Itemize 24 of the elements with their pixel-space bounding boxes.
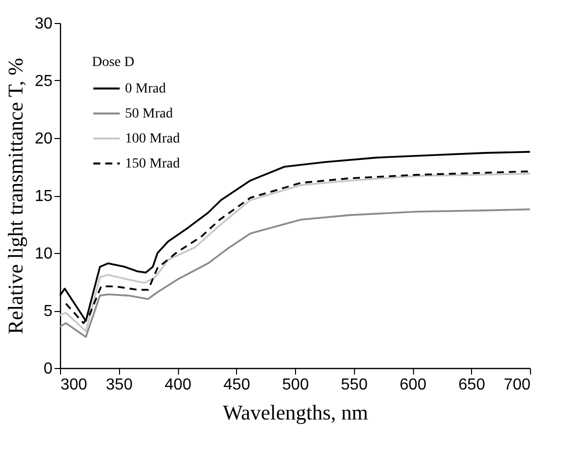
x-tick-label: 300 bbox=[60, 376, 88, 394]
y-tick-label: 20 bbox=[34, 130, 53, 148]
y-tick-label: 10 bbox=[34, 246, 53, 262]
legend-label: 50 Mrad bbox=[125, 106, 173, 122]
x-tick-label: 550 bbox=[340, 376, 368, 394]
x-tick-label: 450 bbox=[223, 376, 250, 394]
legend-label: 150 Mrad bbox=[125, 156, 180, 172]
x-tick-label: 650 bbox=[458, 376, 486, 394]
x-tick-label: 500 bbox=[282, 376, 309, 394]
x-tick-label: 600 bbox=[400, 376, 426, 394]
y-tick-label: 25 bbox=[34, 73, 53, 90]
x-axis-title: Wavelengths, nm bbox=[222, 400, 368, 424]
legend-title: Dose D bbox=[92, 55, 134, 70]
x-tick-label: 400 bbox=[164, 376, 192, 394]
y-tick-label: 0 bbox=[44, 360, 53, 378]
y-tick-label: 5 bbox=[44, 303, 53, 320]
x-tick-label: 700 bbox=[504, 376, 531, 394]
y-tick-label: 15 bbox=[34, 188, 53, 205]
x-tick-label: 350 bbox=[106, 376, 133, 394]
legend-label: 100 Mrad bbox=[125, 132, 180, 146]
line-series bbox=[59, 208, 531, 338]
y-tick-label: 30 bbox=[34, 16, 53, 32]
y-axis-title: Relative light transmittance T, % bbox=[4, 58, 28, 334]
legend-label: 0 Mrad bbox=[125, 82, 166, 96]
